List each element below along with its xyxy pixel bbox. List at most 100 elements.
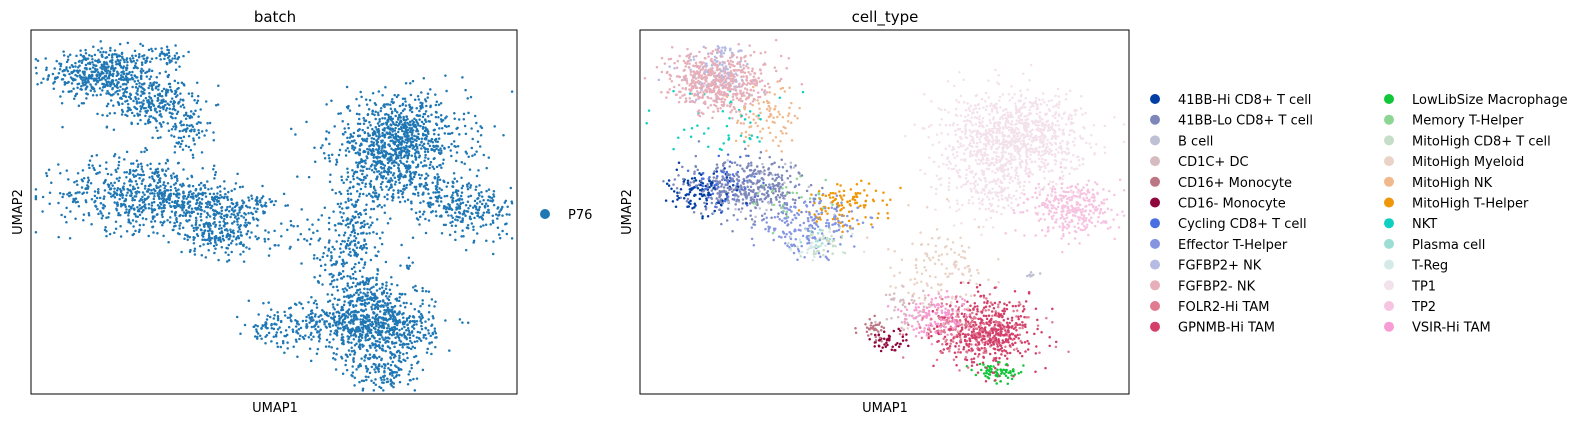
data-point	[365, 370, 369, 373]
data-point	[325, 130, 328, 133]
data-point	[352, 305, 355, 309]
data-point	[359, 318, 362, 321]
data-point	[400, 243, 403, 247]
data-point	[153, 94, 157, 98]
data-point	[161, 169, 164, 173]
data-point	[173, 145, 177, 148]
data-point	[272, 317, 276, 320]
data-point	[494, 213, 498, 216]
data-point	[368, 318, 371, 322]
data-point	[388, 159, 391, 163]
data-point	[153, 192, 156, 195]
data-point	[377, 331, 380, 334]
data-point	[374, 297, 377, 301]
data-point	[434, 185, 438, 188]
data-point	[170, 90, 174, 93]
data-point	[329, 259, 333, 262]
data-point	[325, 338, 329, 342]
data-point	[332, 351, 336, 355]
data-point	[317, 315, 320, 319]
data-point	[260, 327, 263, 330]
data-point	[215, 210, 219, 214]
data-point	[375, 128, 379, 131]
data-point	[326, 293, 329, 296]
data-point	[140, 210, 144, 214]
data-point	[228, 237, 231, 240]
data-point	[436, 178, 439, 182]
data-point	[413, 148, 417, 151]
data-point	[256, 332, 260, 335]
data-point	[349, 293, 352, 297]
data-point	[374, 126, 378, 129]
data-point	[368, 371, 372, 375]
data-point	[397, 169, 401, 173]
data-point	[168, 197, 172, 200]
data-point	[391, 314, 395, 318]
data-point	[367, 326, 371, 330]
data-point	[133, 198, 136, 202]
data-point	[294, 319, 297, 322]
data-point	[375, 139, 379, 142]
data-point	[203, 186, 207, 189]
data-point	[35, 71, 38, 75]
data-point	[181, 214, 185, 218]
data-point	[934, 192, 938, 196]
data-point	[420, 324, 423, 328]
data-point	[370, 379, 373, 382]
data-point	[348, 330, 352, 333]
data-point	[180, 203, 184, 207]
data-point	[197, 131, 201, 135]
data-point	[117, 160, 121, 164]
data-point	[145, 148, 149, 152]
data-point	[372, 389, 376, 392]
data-point	[157, 83, 161, 87]
data-point	[451, 216, 454, 219]
data-point	[390, 340, 394, 344]
data-point	[345, 105, 349, 109]
data-point	[184, 130, 188, 133]
data-point	[403, 107, 406, 111]
data-point	[476, 140, 480, 143]
data-point	[59, 64, 62, 68]
data-point	[397, 93, 400, 97]
data-point	[81, 81, 85, 85]
data-point	[135, 100, 139, 103]
data-point	[346, 239, 350, 242]
data-point	[358, 246, 362, 249]
data-point	[437, 149, 441, 152]
data-point	[453, 111, 456, 115]
data-point	[385, 310, 388, 313]
data-point	[364, 182, 368, 186]
data-point	[190, 224, 194, 227]
data-point	[104, 225, 107, 229]
data-point	[198, 224, 201, 227]
data-point	[150, 189, 153, 192]
data-point	[438, 127, 441, 130]
data-point	[390, 276, 393, 279]
data-point	[439, 114, 443, 117]
data-point	[158, 188, 162, 192]
data-point	[125, 170, 129, 174]
data-point	[280, 234, 283, 238]
data-point	[57, 163, 60, 166]
data-point	[220, 212, 223, 216]
data-point	[349, 277, 353, 280]
data-point	[232, 210, 235, 213]
data-point	[474, 205, 478, 209]
data-point	[393, 325, 397, 329]
data-point	[497, 233, 501, 236]
data-point	[381, 316, 385, 320]
data-point	[476, 129, 480, 133]
data-point	[233, 220, 236, 223]
data-point	[393, 93, 396, 97]
data-point	[416, 129, 420, 133]
data-point	[133, 49, 137, 53]
data-point	[400, 137, 404, 140]
data-point	[113, 181, 116, 184]
data-point	[359, 291, 362, 294]
data-point	[366, 297, 369, 301]
data-point	[192, 139, 195, 142]
data-point	[184, 113, 188, 116]
data-point	[194, 109, 197, 112]
